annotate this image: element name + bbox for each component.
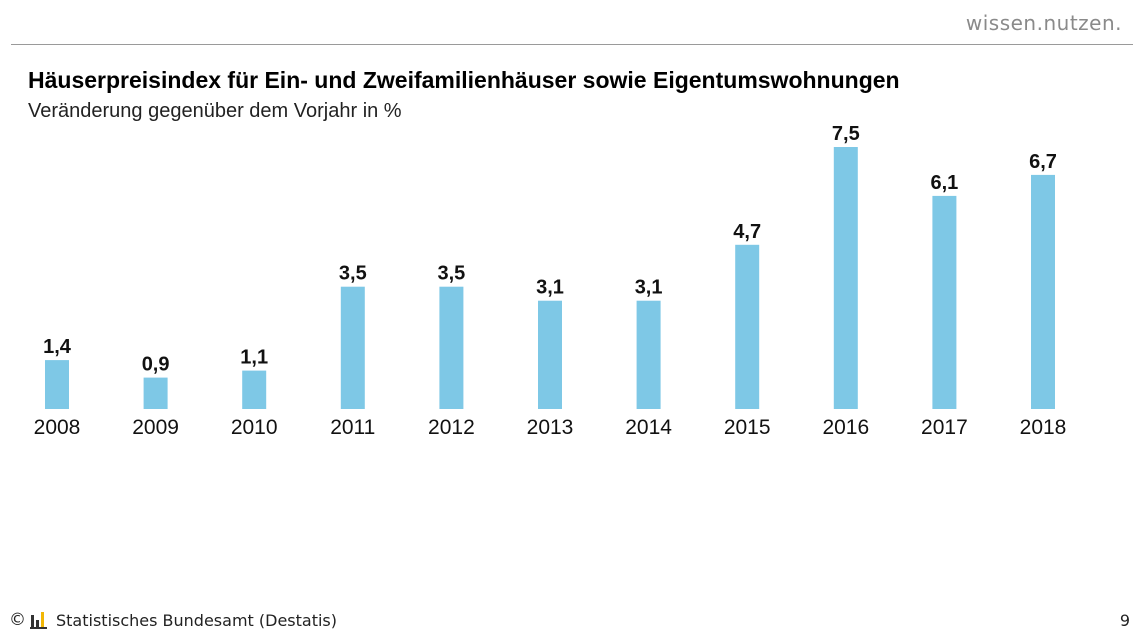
- brand-wordmark: wissen.nutzen.: [965, 11, 1122, 35]
- footer-source: © Statistisches Bundesamt (Destatis): [9, 610, 337, 630]
- x-tick-label-2016: 2016: [822, 416, 869, 439]
- value-label-2008: 1,4: [43, 336, 72, 358]
- chart-subtitle: Veränderung gegenüber dem Vorjahr in %: [28, 100, 402, 122]
- x-tick-label-2008: 2008: [34, 416, 81, 439]
- copyright-icon: ©: [9, 610, 26, 630]
- header-divider: [11, 44, 1133, 45]
- value-label-2017: 6,1: [930, 172, 958, 194]
- bar-2017: [932, 195, 957, 409]
- bar-2013: [538, 300, 562, 409]
- value-label-2018: 6,7: [1029, 151, 1057, 173]
- value-label-2009: 0,9: [142, 354, 170, 376]
- x-tick-label-2010: 2010: [231, 416, 278, 439]
- x-tick-label-2009: 2009: [132, 416, 179, 439]
- chart-title: Häuserpreisindex für Ein- und Zweifamili…: [28, 67, 900, 93]
- bar-2012: [439, 286, 464, 409]
- bar-2016: [833, 147, 858, 409]
- value-label-2010: 1,1: [240, 347, 268, 369]
- bar-2015: [735, 244, 760, 409]
- value-label-2015: 4,7: [733, 221, 761, 243]
- x-tick-label-2018: 2018: [1020, 416, 1067, 439]
- bar-2014: [636, 300, 661, 409]
- bar-2008: [45, 360, 69, 409]
- bar-2018: [1031, 174, 1055, 409]
- bar-2010: [242, 370, 267, 409]
- value-label-2016: 7,5: [832, 123, 860, 145]
- x-tick-label-2011: 2011: [330, 416, 375, 439]
- bar-2011: [340, 286, 365, 409]
- destatis-logo-icon: [30, 612, 47, 629]
- value-label-2012: 3,5: [437, 263, 465, 285]
- value-label-2014: 3,1: [635, 277, 663, 299]
- value-label-2011: 3,5: [339, 263, 367, 285]
- x-tick-label-2014: 2014: [625, 416, 672, 439]
- value-label-2013: 3,1: [536, 277, 564, 299]
- bar-2009: [143, 377, 168, 409]
- x-tick-label-2017: 2017: [921, 416, 968, 439]
- source-text: Statistisches Bundesamt (Destatis): [56, 610, 338, 630]
- x-tick-label-2012: 2012: [428, 416, 475, 439]
- x-tick-label-2013: 2013: [527, 416, 574, 439]
- x-tick-label-2015: 2015: [724, 416, 771, 439]
- page-number: 9: [1119, 611, 1130, 630]
